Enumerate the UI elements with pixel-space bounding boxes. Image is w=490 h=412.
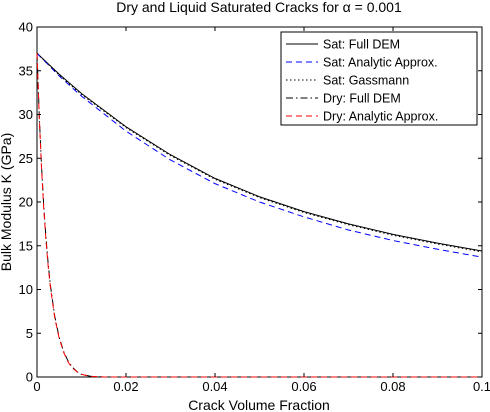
series-line-0 (36, 52, 483, 252)
y-axis-title: Bulk Modulus K (GPa) (0, 133, 14, 272)
y-tick-label: 5 (26, 326, 33, 341)
y-tick-label: 10 (19, 282, 33, 297)
legend-label-0: Sat: Full DEM (323, 38, 400, 52)
series-layer (36, 52, 483, 378)
legend: Sat: Full DEM Sat: Analytic Approx. Sat: G… (280, 31, 478, 126)
legend-label-3: Dry: Full DEM (323, 92, 401, 106)
x-tick-label: 0 (33, 379, 40, 394)
x-tick-label: 0.04 (202, 379, 227, 394)
y-tick-labels: 0 5 10 15 20 25 30 35 40 (19, 20, 33, 385)
legend-box (280, 31, 478, 126)
ticks-layer (36, 26, 483, 378)
legend-items: Sat: Full DEM Sat: Analytic Approx. Sat: G… (286, 38, 438, 124)
x-tick-labels: 0 0.02 0.04 0.06 0.08 0.1 (33, 379, 490, 394)
y-tick-label: 30 (19, 107, 33, 122)
y-tick-label: 15 (19, 238, 33, 253)
legend-label-1: Sat: Analytic Approx. (323, 56, 438, 70)
x-tick-label: 0.02 (113, 379, 138, 394)
series-line-4 (36, 53, 482, 378)
y-tick-label: 35 (19, 63, 33, 78)
y-tick-label: 25 (19, 151, 33, 166)
chart-title: Dry and Liquid Saturated Cracks for α = … (116, 0, 402, 15)
series-line-1 (36, 52, 483, 258)
legend-label-4: Dry: Analytic Approx. (323, 110, 438, 124)
x-axis-title: Crack Volume Fraction (188, 397, 330, 412)
y-tick-label: 20 (19, 195, 33, 210)
legend-label-2: Sat: Gassmann (323, 74, 409, 88)
x-tick-label: 0.06 (291, 379, 316, 394)
x-tick-label: 0.1 (473, 379, 490, 394)
y-tick-label: 40 (19, 20, 33, 35)
y-tick-label: 0 (26, 370, 33, 385)
x-tick-label: 0.08 (380, 379, 405, 394)
